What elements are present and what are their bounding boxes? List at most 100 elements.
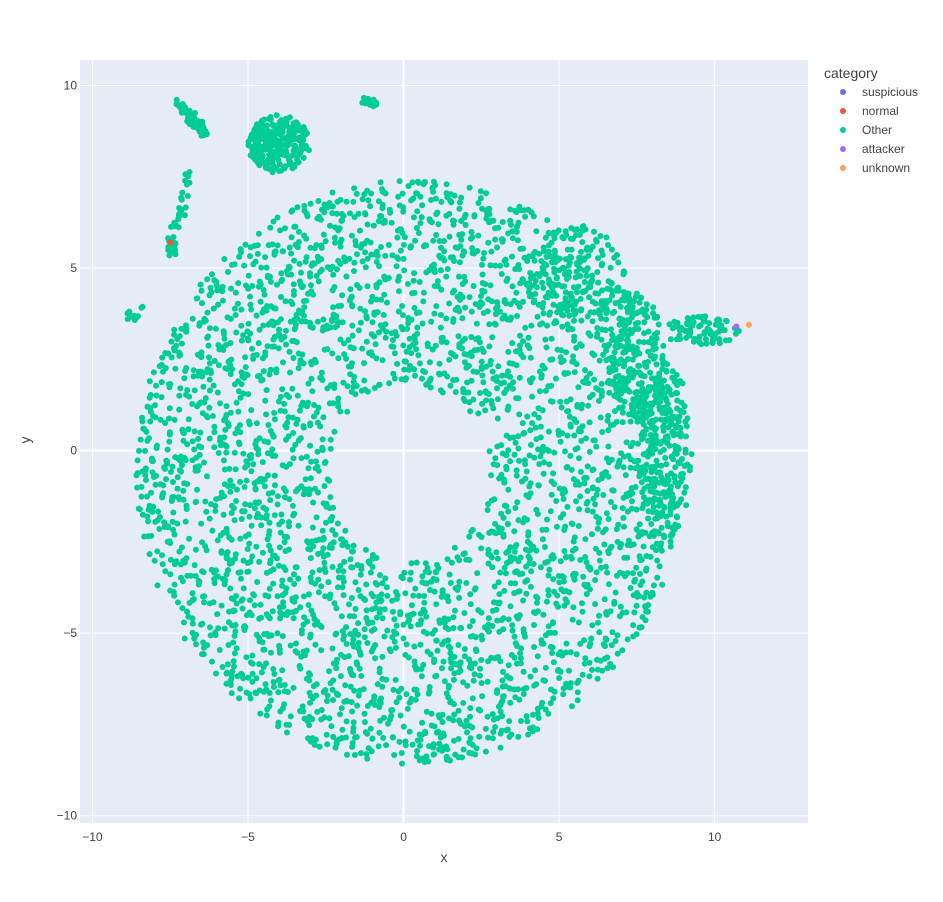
data-point[interactable] (496, 599, 503, 606)
data-point[interactable] (189, 590, 196, 597)
data-point[interactable] (624, 356, 631, 362)
data-point[interactable] (159, 552, 165, 559)
data-point[interactable] (641, 339, 647, 346)
data-point[interactable] (534, 511, 541, 517)
data-point[interactable] (326, 668, 332, 675)
data-point[interactable] (382, 334, 389, 341)
data-point[interactable] (293, 311, 300, 318)
data-point[interactable] (339, 542, 346, 549)
data-point[interactable] (293, 640, 299, 647)
data-point[interactable] (179, 605, 186, 612)
data-point[interactable] (174, 520, 181, 527)
data-point[interactable] (267, 557, 274, 564)
data-point[interactable] (621, 344, 628, 351)
data-point[interactable] (327, 222, 333, 229)
data-point[interactable] (607, 264, 614, 271)
data-point[interactable] (289, 385, 296, 392)
data-point[interactable] (638, 479, 645, 486)
data-point[interactable] (419, 375, 425, 382)
data-point[interactable] (515, 433, 522, 440)
data-point[interactable] (292, 441, 299, 448)
data-point[interactable] (406, 335, 413, 342)
data-point[interactable] (303, 675, 310, 682)
data-point[interactable] (343, 641, 350, 647)
data-point[interactable] (244, 546, 251, 553)
data-point[interactable] (621, 326, 628, 333)
data-point[interactable] (478, 293, 484, 299)
data-point[interactable] (400, 255, 407, 262)
data-point[interactable] (135, 505, 142, 512)
data-point[interactable] (327, 436, 334, 443)
data-point[interactable] (715, 316, 722, 323)
data-point[interactable] (460, 679, 467, 686)
data-point[interactable] (651, 354, 658, 361)
data-point[interactable] (571, 576, 578, 583)
data-point[interactable] (636, 338, 642, 345)
data-point[interactable] (667, 408, 674, 415)
data-point[interactable] (512, 640, 519, 647)
data-point[interactable] (494, 415, 501, 422)
data-point[interactable] (313, 514, 320, 521)
data-point[interactable] (212, 508, 219, 514)
data-point[interactable] (363, 338, 370, 345)
data-point[interactable] (344, 543, 351, 550)
data-point[interactable] (167, 381, 174, 387)
data-point[interactable] (569, 358, 576, 365)
data-point[interactable] (146, 551, 153, 558)
data-point[interactable] (191, 387, 198, 394)
data-point[interactable] (532, 610, 539, 616)
data-point[interactable] (214, 537, 221, 544)
data-point[interactable] (562, 256, 569, 263)
data-point[interactable] (448, 199, 455, 206)
data-point[interactable] (484, 507, 491, 513)
data-point[interactable] (321, 483, 328, 489)
data-point[interactable] (537, 388, 543, 395)
data-point[interactable] (189, 615, 196, 622)
data-point[interactable] (275, 345, 282, 352)
data-point[interactable] (472, 634, 479, 641)
data-point[interactable] (578, 306, 585, 313)
data-point[interactable] (595, 619, 601, 626)
data-point[interactable] (417, 736, 424, 743)
data-point[interactable] (576, 455, 582, 462)
data-point[interactable] (585, 402, 592, 409)
data-point[interactable] (671, 474, 678, 481)
data-point[interactable] (498, 271, 505, 277)
data-point[interactable] (206, 376, 213, 383)
data-point[interactable] (232, 312, 239, 318)
data-point[interactable] (278, 511, 285, 518)
data-point[interactable] (350, 378, 357, 385)
data-point[interactable] (239, 671, 246, 678)
data-point[interactable] (232, 628, 239, 635)
data-point[interactable] (550, 576, 557, 583)
data-point[interactable] (479, 280, 486, 286)
data-point[interactable] (545, 383, 552, 390)
data-point[interactable] (615, 360, 622, 367)
data-point[interactable] (289, 595, 296, 602)
data-point[interactable] (496, 591, 503, 598)
data-point[interactable] (436, 619, 443, 626)
data-point[interactable] (284, 419, 291, 426)
data-point[interactable] (553, 523, 560, 530)
data-point[interactable] (626, 411, 633, 418)
data-point[interactable] (610, 378, 617, 385)
data-point[interactable] (387, 648, 394, 655)
data-point[interactable] (232, 289, 239, 296)
data-point[interactable] (423, 613, 430, 620)
data-point[interactable] (208, 289, 215, 296)
data-point[interactable] (256, 661, 263, 668)
data-point[interactable] (305, 540, 312, 546)
data-point[interactable] (307, 442, 314, 449)
data-point[interactable] (485, 551, 492, 557)
data-point[interactable] (390, 337, 396, 344)
data-point[interactable] (569, 616, 576, 623)
data-point[interactable] (227, 488, 234, 495)
data-point[interactable] (279, 705, 286, 712)
data-point[interactable] (394, 234, 401, 241)
data-point[interactable] (612, 408, 618, 415)
data-point[interactable] (578, 317, 585, 324)
data-point[interactable] (565, 408, 572, 415)
data-point[interactable] (489, 735, 496, 742)
data-point[interactable] (686, 317, 693, 324)
data-point[interactable] (274, 501, 281, 508)
